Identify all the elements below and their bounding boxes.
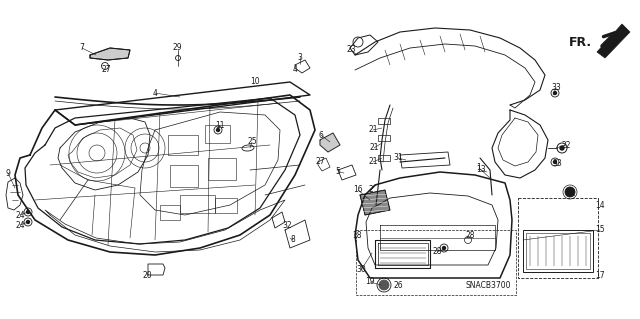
Text: 13: 13 (476, 166, 486, 174)
Text: 27: 27 (101, 65, 111, 75)
Bar (160, 205, 180, 220)
Polygon shape (90, 48, 130, 60)
Text: 4: 4 (292, 65, 298, 75)
Text: 5: 5 (335, 167, 340, 176)
Text: 3: 3 (298, 53, 303, 62)
Text: 28: 28 (432, 248, 442, 256)
Text: 24: 24 (15, 211, 25, 219)
Text: 21: 21 (368, 158, 378, 167)
Text: 27: 27 (315, 158, 325, 167)
Circle shape (216, 129, 220, 131)
Text: 33: 33 (551, 84, 561, 93)
Bar (523, 230, 593, 272)
Text: 11: 11 (215, 121, 225, 130)
Circle shape (26, 211, 29, 213)
Text: 15: 15 (595, 226, 605, 234)
Bar (215, 198, 237, 213)
Text: 31: 31 (393, 153, 403, 162)
Text: SNACB3700: SNACB3700 (465, 280, 511, 290)
Bar (170, 165, 198, 187)
Polygon shape (360, 190, 390, 215)
Bar (378, 155, 390, 161)
Text: 6: 6 (319, 130, 323, 139)
Circle shape (554, 160, 557, 164)
Text: 33: 33 (552, 160, 562, 168)
Text: 7: 7 (79, 43, 84, 53)
Text: 32: 32 (282, 221, 292, 231)
Bar (356, 230, 516, 295)
Circle shape (379, 280, 389, 290)
Bar (168, 135, 198, 155)
Bar (518, 198, 598, 278)
Text: 26: 26 (393, 280, 403, 290)
Text: 20: 20 (142, 271, 152, 279)
Text: 10: 10 (250, 78, 260, 86)
Bar (180, 195, 215, 213)
Text: 30: 30 (356, 265, 366, 275)
Circle shape (565, 187, 575, 197)
Text: 12: 12 (566, 189, 576, 197)
Text: 17: 17 (595, 271, 605, 279)
Text: 28: 28 (465, 232, 475, 241)
Bar (378, 135, 390, 141)
Text: 23: 23 (346, 46, 356, 55)
Text: 29: 29 (172, 43, 182, 53)
Text: 21: 21 (368, 125, 378, 135)
Text: 25: 25 (247, 137, 257, 146)
Text: 2: 2 (369, 186, 373, 195)
Circle shape (442, 247, 445, 249)
Text: 18: 18 (352, 231, 362, 240)
Text: 14: 14 (595, 201, 605, 210)
Circle shape (26, 220, 29, 224)
Text: 19: 19 (365, 278, 375, 286)
Text: 16: 16 (353, 186, 363, 195)
Text: 8: 8 (291, 235, 296, 244)
Text: 1: 1 (477, 164, 481, 173)
Circle shape (560, 146, 564, 150)
Text: FR.: FR. (569, 35, 592, 48)
Bar (208, 158, 236, 180)
Circle shape (554, 92, 557, 94)
Bar (526, 233, 590, 269)
Polygon shape (320, 133, 340, 152)
Text: 22: 22 (561, 140, 571, 150)
Text: 24: 24 (15, 220, 25, 229)
Text: 9: 9 (6, 168, 10, 177)
Bar (205, 125, 230, 143)
Text: 4: 4 (152, 88, 157, 98)
Bar (378, 118, 390, 124)
Polygon shape (597, 24, 630, 58)
Text: 21: 21 (369, 144, 379, 152)
